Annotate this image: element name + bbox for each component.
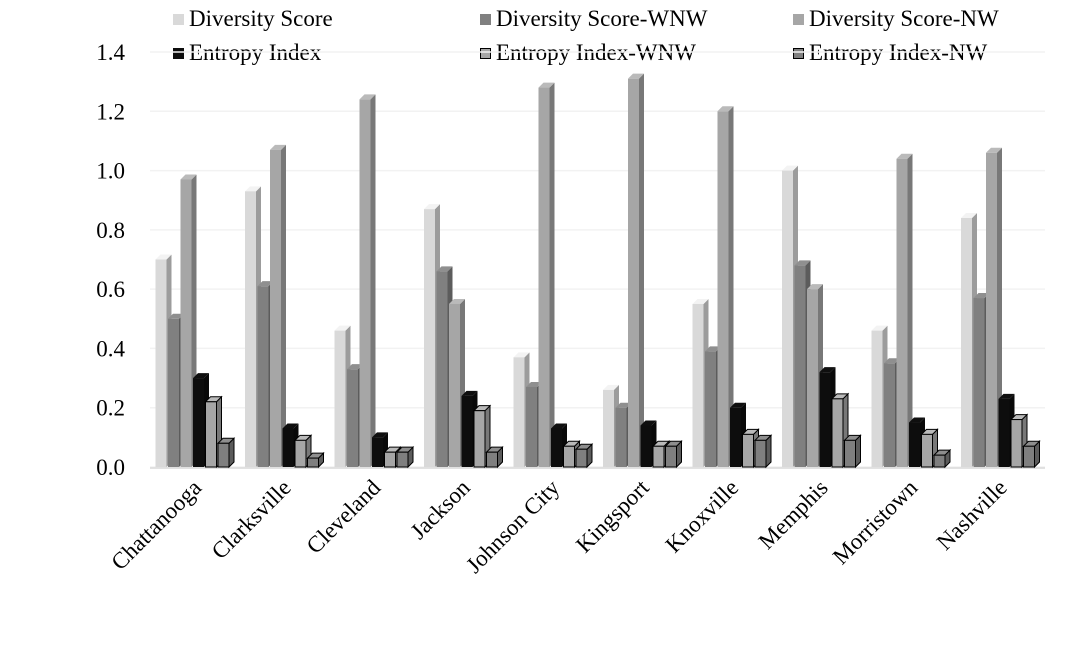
legend-swatch bbox=[173, 47, 184, 59]
legend-swatch bbox=[793, 13, 804, 25]
x-tick-label: Chattanooga bbox=[106, 475, 206, 575]
bar bbox=[574, 443, 594, 469]
legend-label: Diversity Score-WNW bbox=[496, 6, 708, 31]
legend-label: Diversity Score-NW bbox=[809, 6, 999, 31]
y-tick-label: 0.6 bbox=[96, 277, 125, 302]
bar bbox=[395, 445, 415, 469]
bar bbox=[896, 153, 913, 467]
x-tick-label: Johnson City bbox=[461, 475, 564, 578]
bar bbox=[843, 434, 862, 469]
legend-swatch bbox=[793, 47, 804, 59]
legend-item: Diversity Score-WNW bbox=[480, 6, 707, 32]
x-tick-label: Jackson bbox=[406, 475, 476, 545]
bar bbox=[1022, 440, 1041, 469]
y-tick-label: 0.8 bbox=[96, 218, 125, 243]
legend-swatch bbox=[480, 47, 491, 59]
x-tick-label: Kingsport bbox=[571, 474, 654, 557]
bar bbox=[306, 451, 325, 469]
legend-label: Diversity Score bbox=[189, 6, 333, 31]
y-tick-label: 0.0 bbox=[96, 455, 125, 480]
y-tick-label: 1.4 bbox=[96, 40, 125, 65]
bar bbox=[717, 106, 734, 468]
bar bbox=[270, 144, 286, 468]
bar bbox=[628, 73, 644, 467]
bar bbox=[753, 434, 773, 469]
x-tick-label: Morristown bbox=[828, 475, 923, 570]
bar bbox=[538, 82, 555, 468]
y-tick-label: 0.2 bbox=[96, 396, 125, 421]
bar bbox=[485, 445, 504, 469]
x-tick-label: Knoxville bbox=[661, 475, 744, 558]
legend-item: Diversity Score bbox=[173, 6, 333, 32]
bar bbox=[986, 147, 1002, 468]
x-tick-label: Memphis bbox=[754, 475, 833, 554]
bar bbox=[664, 440, 683, 469]
bar bbox=[932, 448, 952, 469]
y-tick-label: 1.2 bbox=[96, 99, 125, 124]
y-tick-label: 1.0 bbox=[96, 159, 125, 184]
legend-item: Diversity Score-NW bbox=[793, 6, 999, 32]
legend-swatch bbox=[173, 13, 184, 25]
bar bbox=[741, 428, 760, 469]
bar bbox=[359, 94, 376, 467]
y-tick-label: 0.4 bbox=[96, 336, 125, 361]
legend-swatch bbox=[480, 13, 491, 25]
x-tick-label: Nashville bbox=[932, 475, 1012, 555]
x-tick-label: Clarksville bbox=[207, 475, 296, 564]
bar bbox=[216, 437, 236, 469]
x-tick-label: Cleveland bbox=[302, 475, 386, 559]
